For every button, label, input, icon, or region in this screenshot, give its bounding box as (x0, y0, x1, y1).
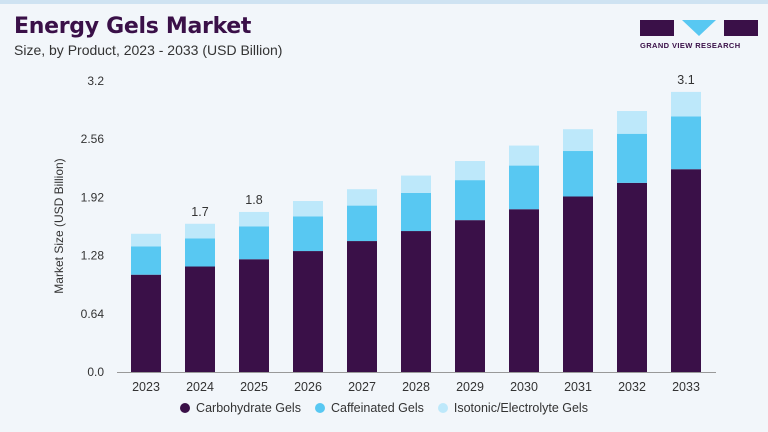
grand-view-research-logo (640, 20, 758, 36)
total-value-label: 3.1 (677, 73, 694, 87)
top-accent-bar (0, 0, 768, 4)
y-axis-label: Market Size (USD Billion) (52, 158, 66, 293)
bar-segment-carbohydrate-gels-2027 (347, 241, 377, 372)
stacked-bar-chart: Market Size (USD Billion) 0.0 0.64 1.28 1.92… (52, 73, 716, 394)
bar-segment-caffeinated-gels-2029 (455, 180, 485, 221)
bar-segment-carbohydrate-gels-2033 (671, 169, 701, 372)
bar-segment-carbohydrate-gels-2030 (509, 209, 539, 372)
bar-segment-isotonic-electrolyte-gels-2024 (185, 223, 215, 239)
chart-title: Energy Gels Market (14, 14, 252, 39)
bar-segment-caffeinated-gels-2024 (185, 238, 215, 267)
bar-segment-caffeinated-gels-2026 (293, 216, 323, 252)
bar-segment-carbohydrate-gels-2029 (455, 220, 485, 372)
bar-segment-carbohydrate-gels-2031 (563, 196, 593, 372)
bar-segment-isotonic-electrolyte-gels-2031 (563, 129, 593, 152)
x-tick-label: 2033 (672, 380, 700, 394)
x-tick-label: 2031 (564, 380, 592, 394)
bar-segment-isotonic-electrolyte-gels-2032 (617, 111, 647, 134)
y-tick-label: 2.56 (81, 132, 105, 146)
legend-dot-icon (314, 403, 325, 413)
legend-dot-icon (437, 403, 448, 413)
chart-subtitle: Size, by Product, 2023 - 2033 (USD Billi… (14, 42, 283, 58)
x-tick-label: 2028 (402, 380, 430, 394)
legend: Carbohydrate Gels Caffeinated Gels Isotoni… (0, 401, 768, 415)
legend-label: Caffeinated Gels (330, 401, 424, 415)
bar-segment-isotonic-electrolyte-gels-2023 (131, 233, 161, 247)
x-tick-label: 2029 (456, 380, 484, 394)
bar-segment-caffeinated-gels-2023 (131, 246, 161, 275)
bar-segment-carbohydrate-gels-2028 (401, 231, 431, 372)
bar-segment-carbohydrate-gels-2024 (185, 266, 215, 372)
bar-segment-caffeinated-gels-2032 (617, 133, 647, 183)
logo-text: GRAND VIEW RESEARCH (640, 41, 741, 50)
bar-segment-isotonic-electrolyte-gels-2030 (509, 145, 539, 166)
y-tick-label: 1.28 (81, 249, 105, 263)
bar-segment-carbohydrate-gels-2023 (131, 274, 161, 372)
x-tick-label: 2032 (618, 380, 646, 394)
x-tick-label: 2030 (510, 380, 538, 394)
legend-item: Isotonic/Electrolyte Gels (437, 401, 588, 415)
bar-segment-caffeinated-gels-2025 (239, 226, 269, 260)
bar-segment-caffeinated-gels-2027 (347, 205, 377, 242)
legend-item: Caffeinated Gels (314, 401, 424, 415)
bar-segment-carbohydrate-gels-2025 (239, 259, 269, 372)
bar-segment-carbohydrate-gels-2032 (617, 182, 647, 372)
bar-segment-isotonic-electrolyte-gels-2029 (455, 161, 485, 181)
legend-label: Isotonic/Electrolyte Gels (453, 401, 588, 415)
bar-segment-caffeinated-gels-2031 (563, 151, 593, 197)
x-tick-label: 2023 (132, 380, 160, 394)
bar-segment-carbohydrate-gels-2026 (293, 251, 323, 372)
total-value-label: 1.7 (191, 205, 208, 219)
legend-label: Carbohydrate Gels (196, 401, 301, 415)
x-tick-label: 2024 (186, 380, 214, 394)
legend-item: Carbohydrate Gels (180, 401, 301, 415)
bar-segment-isotonic-electrolyte-gels-2033 (671, 91, 701, 117)
x-tick-label: 2025 (240, 380, 268, 394)
y-tick-label: 3.2 (87, 74, 104, 88)
x-tick-label: 2027 (348, 380, 376, 394)
y-tick-label: 1.92 (81, 190, 105, 204)
total-value-label: 1.8 (245, 193, 262, 207)
bar-segment-isotonic-electrolyte-gels-2025 (239, 211, 269, 227)
y-tick-label: 0.64 (81, 307, 105, 321)
bar-segment-isotonic-electrolyte-gels-2028 (401, 175, 431, 193)
bar-segment-caffeinated-gels-2030 (509, 165, 539, 210)
bar-segment-isotonic-electrolyte-gels-2026 (293, 201, 323, 217)
x-tick-label: 2026 (294, 380, 322, 394)
bar-segment-isotonic-electrolyte-gels-2027 (347, 189, 377, 206)
bar-segment-caffeinated-gels-2033 (671, 116, 701, 170)
bar-segment-caffeinated-gels-2028 (401, 192, 431, 232)
legend-dot-icon (180, 403, 191, 413)
y-tick-label: 0.0 (87, 365, 104, 379)
